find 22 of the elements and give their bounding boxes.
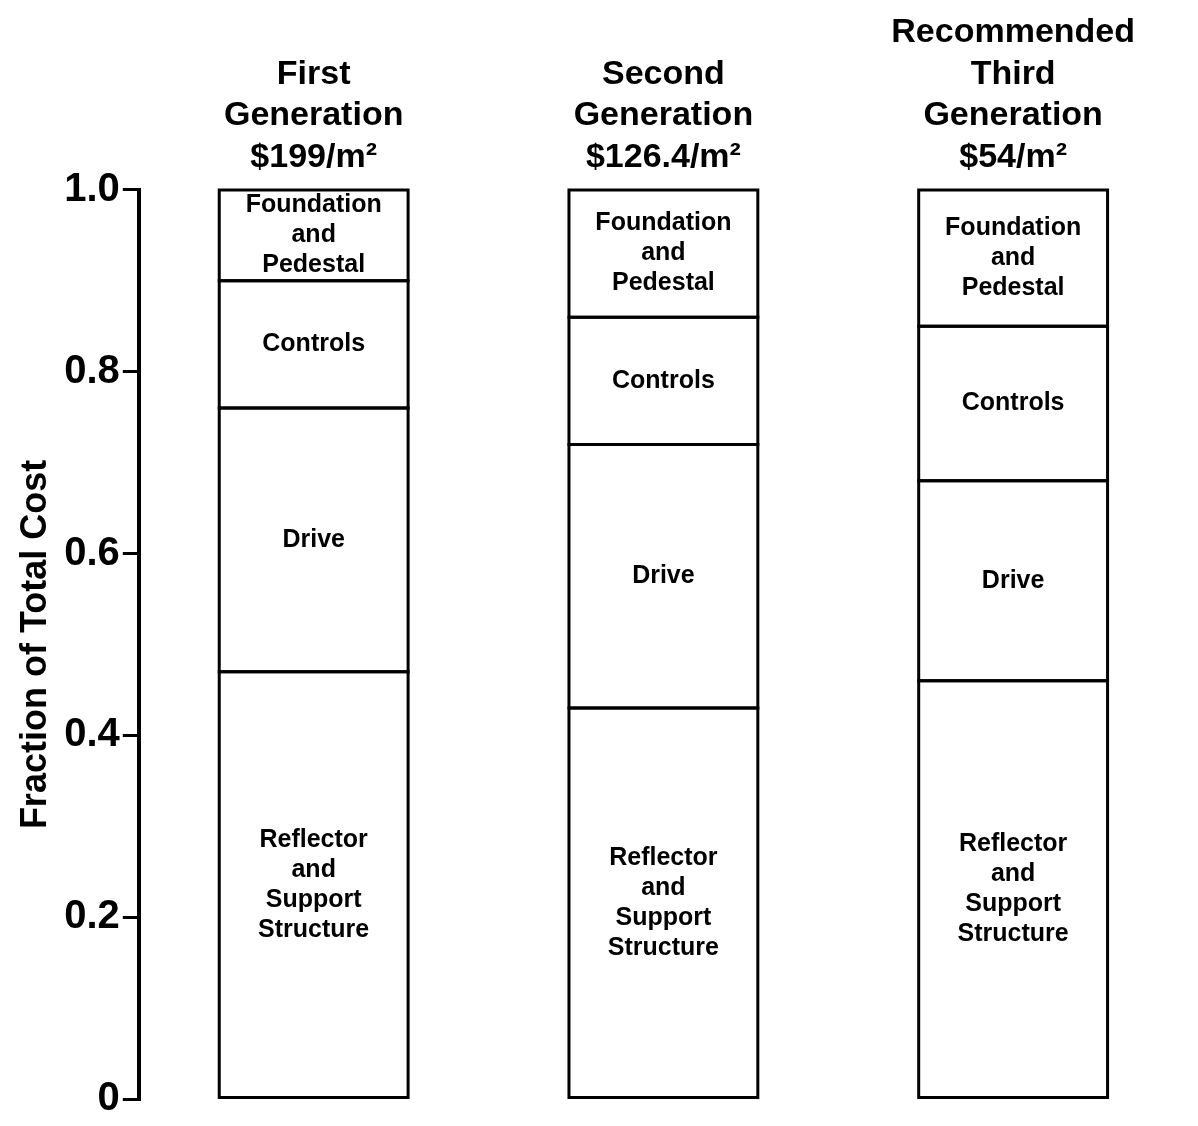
y-tick-label: 0.4 [64,710,121,755]
x-tick-label: Second Generation $126.4/m² [573,52,754,174]
series-label: Controls [612,364,715,393]
y-tick-label: 0.2 [64,892,120,937]
text: Controls [262,328,366,357]
x-tick-label: Recommended Third Generation $54/m² [891,11,1135,174]
series-label: Foundation and Pedestal [245,189,382,278]
y-tick-label: 0.6 [64,528,120,573]
y-tick-label: 1.0 [64,164,120,209]
x-tick-label: First Generation $199/m² [223,52,404,174]
text: Drive [282,523,345,552]
text: Reflector and Support Structure [607,841,719,960]
text: Reflector and Support Structure [258,823,370,942]
text: Drive [632,560,695,589]
text: Foundation and Pedestal [595,207,732,296]
y-tick-label: 0.8 [64,346,120,391]
y-tick-label: 0 [97,1074,120,1119]
text: Foundation and Pedestal [945,211,1082,300]
series-label: Reflector and Support Structure [957,828,1069,947]
series-label: Drive [981,564,1045,593]
text: Controls [961,387,1065,416]
y-axis-title: Fraction of Total Cost [12,459,54,830]
